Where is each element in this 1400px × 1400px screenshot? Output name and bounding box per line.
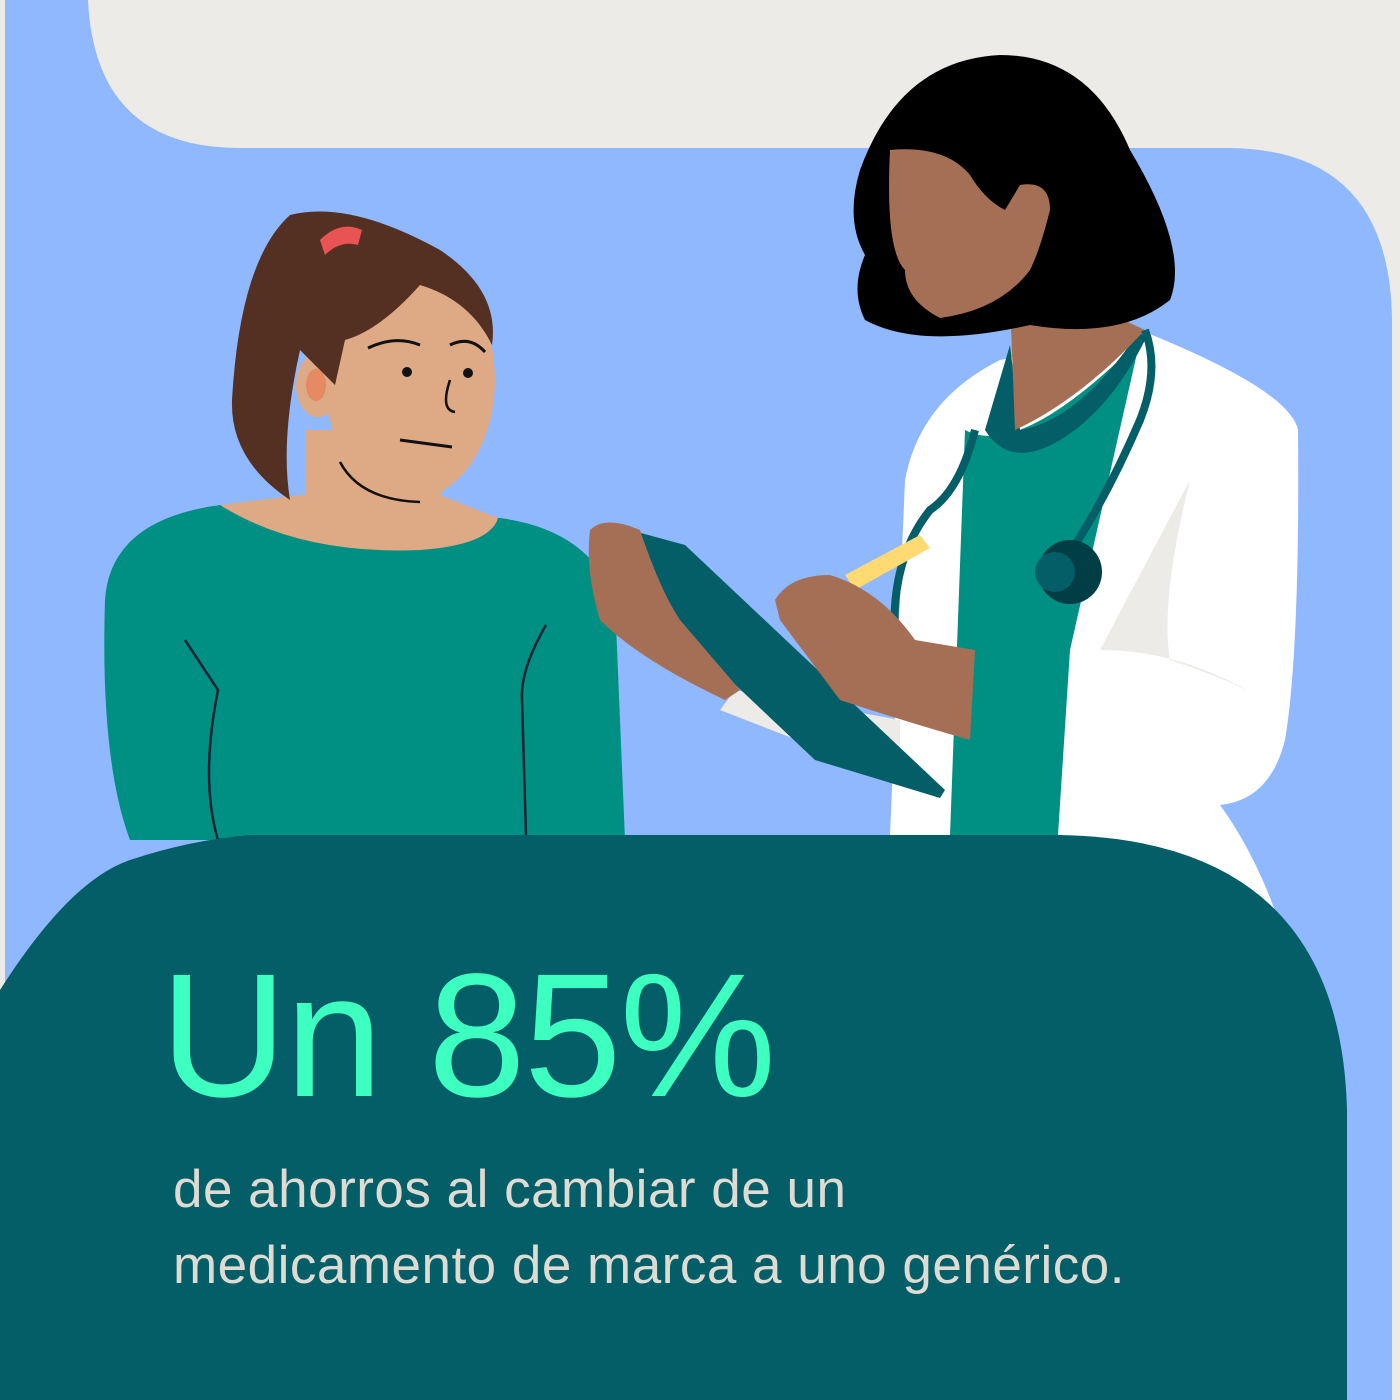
doctor-illustration — [588, 55, 1299, 940]
patient-illustration — [104, 211, 626, 841]
subtitle-line-2: medicamento de marca a uno genérico. — [173, 1236, 1125, 1295]
subtitle: de ahorros al cambiar de un medicamento … — [173, 1152, 1125, 1304]
headline-stat: Un 85% — [160, 938, 776, 1134]
text-panel — [0, 835, 1347, 1400]
subtitle-line-1: de ahorros al cambiar de un — [173, 1160, 847, 1219]
